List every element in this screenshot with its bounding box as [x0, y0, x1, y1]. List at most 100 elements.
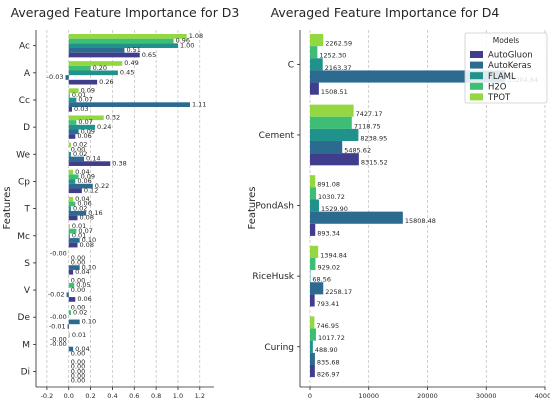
bar [68, 269, 74, 275]
bar [68, 233, 70, 239]
data-label: 0.02 [73, 204, 87, 212]
bar [309, 175, 316, 188]
legend-item-label: TPOT [487, 93, 511, 103]
data-label: 7118.75 [354, 122, 381, 130]
chart-title: Averaged Feature Importance for D4 [271, 5, 500, 20]
bar [68, 48, 125, 53]
legend-item-label: AutoGluon [488, 51, 533, 61]
x-tick-label: 20000 [417, 392, 438, 400]
bar [309, 223, 316, 236]
data-label: 0.02 [73, 141, 87, 149]
bar [68, 201, 76, 207]
data-label: 0.04 [75, 195, 89, 203]
data-label: -0.03 [47, 73, 64, 81]
data-label: 826.97 [317, 371, 340, 379]
data-label: 0.01 [72, 91, 86, 99]
data-label: 0.08 [79, 241, 93, 249]
bar [68, 156, 85, 162]
data-label: 7427.17 [356, 110, 383, 118]
category-label: Mc [17, 232, 30, 242]
bar [68, 61, 123, 66]
data-label: 0.10 [82, 236, 96, 244]
data-label: 0.65 [142, 51, 156, 59]
data-label: -0.02 [48, 290, 65, 298]
data-label: 0.38 [112, 159, 126, 167]
data-label: 0.06 [77, 295, 91, 303]
x-tick-label: 40000 [535, 392, 550, 400]
chart-panel-1: -0.2 0.0 0.2 0.4 0.6 0.8 1.0 1.2 Ac 1.080.961.00 0… [2, 5, 239, 400]
bar [68, 38, 174, 44]
legend-swatch [470, 61, 483, 69]
bar [68, 238, 80, 243]
bar [68, 242, 78, 248]
data-label: 2262.59 [325, 40, 352, 48]
data-label: 0.04 [75, 268, 89, 276]
bar [66, 292, 69, 298]
bar [309, 82, 319, 95]
y-axis-label: Features [2, 187, 13, 230]
bar [68, 34, 187, 39]
x-tick-label: 0.2 [85, 392, 95, 400]
data-label: 0.08 [79, 214, 93, 222]
data-label: 0.09 [81, 128, 95, 136]
data-label: 0.16 [88, 209, 102, 217]
data-label: 0.00 [71, 254, 85, 262]
data-label: 5485.62 [344, 147, 371, 155]
bar [68, 65, 91, 71]
data-label: 0.01 [72, 222, 86, 230]
data-label: 0.00 [71, 367, 85, 375]
data-label: 0.24 [97, 123, 111, 131]
bar [68, 102, 190, 107]
data-label: 793.41 [317, 300, 340, 308]
y-axis-label: Features [247, 187, 258, 230]
bar [68, 88, 79, 93]
bar [68, 283, 75, 288]
data-label: 0.10 [82, 318, 96, 326]
data-label: 0.00 [71, 276, 85, 284]
data-label: 0.22 [95, 182, 109, 190]
legend-item-label: FLAML [488, 72, 516, 82]
bar [68, 106, 73, 112]
category-label: De [18, 313, 31, 323]
x-tick-label: 1.2 [195, 392, 205, 400]
bar [68, 179, 76, 184]
legend-swatch [470, 82, 483, 90]
x-tick-label: 0.8 [151, 392, 161, 400]
data-label: 1529.90 [321, 205, 348, 213]
bar [68, 183, 93, 189]
category-label: Ac [19, 42, 30, 52]
x-tick-label: 0.0 [64, 392, 74, 400]
bar [68, 134, 76, 139]
bar [309, 34, 324, 47]
bar [68, 120, 77, 125]
data-label: 0.51 [126, 46, 140, 54]
legend-swatch [470, 93, 483, 101]
x-tick-label: 30000 [476, 392, 497, 400]
bar [65, 75, 69, 80]
data-label: 2163.37 [325, 64, 352, 72]
data-label: 0.01 [72, 331, 86, 339]
bar [67, 324, 69, 329]
data-label: 0.12 [84, 187, 98, 195]
bar [68, 70, 118, 76]
bar [68, 310, 71, 315]
legend-swatch [470, 51, 483, 58]
bar [309, 340, 313, 353]
data-label: 0.00 [71, 349, 85, 357]
data-label: 0.02 [73, 150, 87, 158]
data-label: -0.00 [50, 340, 67, 348]
bar [68, 79, 98, 85]
bar [309, 58, 323, 71]
bar [309, 245, 319, 258]
chart-panel-2: 0 10000 20000 30000 40000 C 2262.59 1252.30 2163… [247, 5, 550, 400]
bar [68, 210, 87, 216]
category-label: Cp [18, 177, 30, 187]
data-label: 1.08 [189, 32, 203, 40]
x-tick-label: 0.6 [129, 392, 139, 400]
bar [309, 187, 317, 200]
bar [309, 104, 354, 117]
data-label: 0.03 [74, 105, 88, 113]
data-label: 0.01 [72, 231, 86, 239]
category-label: Cc [19, 96, 30, 106]
